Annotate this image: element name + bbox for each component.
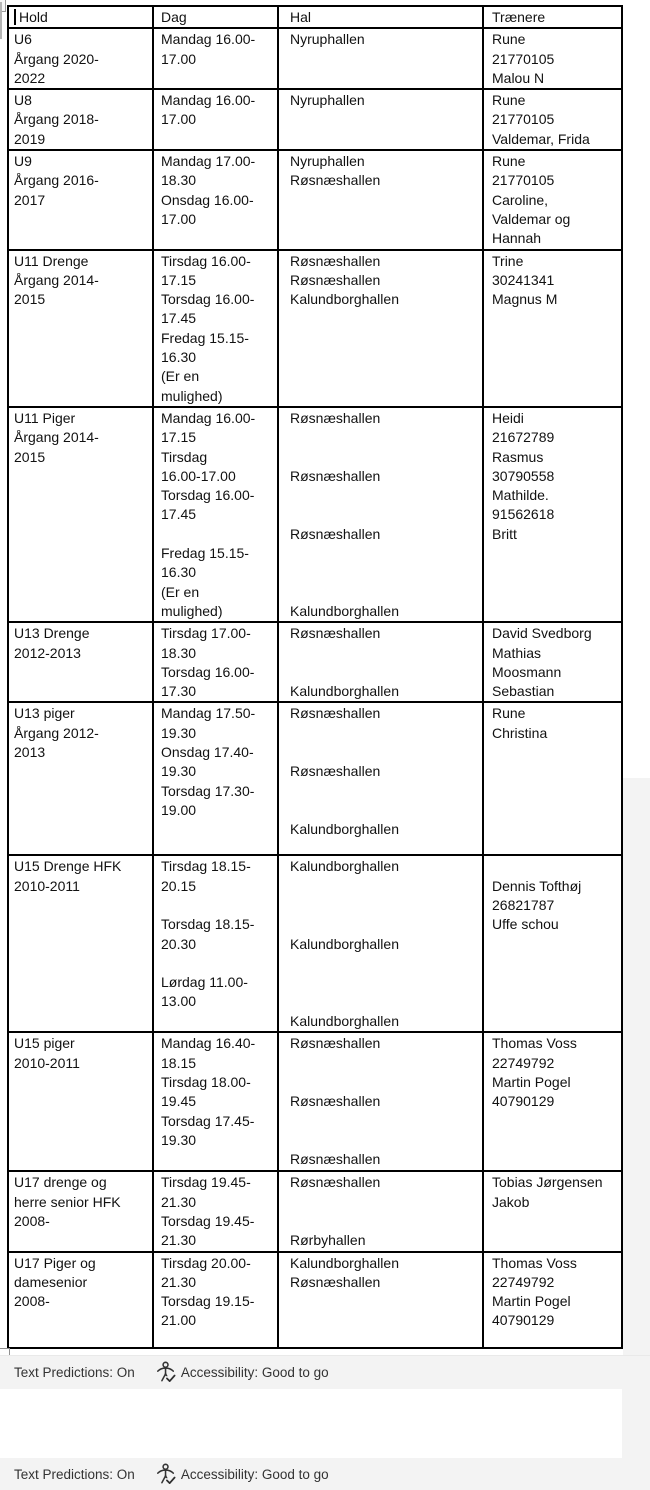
- accessibility-status[interactable]: Accessibility: Good to go: [180, 1365, 329, 1380]
- table-row: U11 Drenge Årgang 2014- 2015 Tirsdag 16.…: [7, 248, 623, 408]
- cell-traenere[interactable]: Tobias Jørgensen Jakob: [482, 1170, 623, 1253]
- cell-dag[interactable]: Mandag 17.50- 19.30 Onsdag 17.40- 19.30 …: [152, 701, 279, 857]
- table-row: U9 Årgang 2016- 2017 Mandag 17.00- 18.30…: [7, 149, 623, 251]
- table-row: U8 Årgang 2018- 2019 Mandag 16.00- 17.00…: [7, 88, 623, 152]
- table-row: U13 Drenge 2012-2013 Tirsdag 17.00- 18.3…: [7, 621, 623, 704]
- cell-traenere[interactable]: Thomas Voss 22749792 Martin Pogel 407901…: [482, 1250, 623, 1349]
- lower-window-region: [0, 1389, 650, 1458]
- text-predictions-status[interactable]: Text Predictions: On: [14, 1365, 135, 1380]
- cell-hold[interactable]: U13 piger Årgang 2012- 2013: [7, 701, 154, 857]
- accessibility-person-check-icon: [156, 1463, 176, 1485]
- status-bar-top: Text Predictions: On Accessibility: Good…: [0, 1355, 650, 1389]
- cell-hold[interactable]: U11 Drenge Årgang 2014- 2015: [7, 248, 154, 408]
- cell-dag[interactable]: Tirsdag 20.00- 21.30 Torsdag 19.15- 21.0…: [152, 1250, 279, 1349]
- table-row: U17 Piger og damesenior 2008- Tirsdag 20…: [7, 1250, 623, 1349]
- cell-hal[interactable]: Kalundborghallen Kalundborghallen Kalund…: [277, 854, 484, 1034]
- column-header-hold[interactable]: Hold: [7, 4, 154, 30]
- cell-hold[interactable]: U9 Årgang 2016- 2017: [7, 149, 154, 251]
- cell-hal[interactable]: Nyruphallen: [277, 88, 484, 152]
- cell-traenere[interactable]: Rune 21770105 Valdemar, Frida: [482, 88, 623, 152]
- table-row: U15 Drenge HFK 2010-2011 Tirsdag 18.15- …: [7, 854, 623, 1034]
- cell-dag[interactable]: Mandag 16.00- 17.15 Tirsdag 16.00-17.00 …: [152, 405, 279, 624]
- cell-hal[interactable]: Røsnæshallen Røsnæshallen Kalundborghall…: [277, 701, 484, 857]
- cell-hal[interactable]: Røsnæshallen Rørbyhallen: [277, 1170, 484, 1253]
- table-row: U15 piger 2010-2011 Mandag 16.40- 18.15 …: [7, 1031, 623, 1173]
- cell-dag[interactable]: Tirsdag 17.00- 18.30 Torsdag 16.00- 17.3…: [152, 621, 279, 704]
- cell-hold[interactable]: U17 Piger og damesenior 2008-: [7, 1250, 154, 1349]
- table-row: U6 Årgang 2020- 2022 Mandag 16.00- 17.00…: [7, 27, 623, 91]
- cell-traenere[interactable]: Heidi 21672789 Rasmus 30790558 Mathilde.…: [482, 405, 623, 624]
- cell-hal[interactable]: Røsnæshallen Røsnæshallen Røsnæshallen: [277, 1031, 484, 1173]
- cell-traenere[interactable]: Rune 21770105 Malou N: [482, 27, 623, 91]
- column-header-hal[interactable]: Hal: [277, 4, 484, 30]
- text-predictions-status[interactable]: Text Predictions: On: [14, 1466, 135, 1482]
- training-schedule-table: Hold Dag Hal Trænere U6 Årgang 2020- 202…: [7, 4, 623, 1349]
- cell-traenere[interactable]: David Svedborg Mathias Moosmann Sebastia…: [482, 621, 623, 704]
- cell-dag[interactable]: Mandag 16.40- 18.15 Tirsdag 18.00- 19.45…: [152, 1031, 279, 1173]
- cell-dag[interactable]: Tirsdag 19.45- 21.30 Torsdag 19.45- 21.3…: [152, 1170, 279, 1253]
- column-header-dag[interactable]: Dag: [152, 4, 279, 30]
- cell-dag[interactable]: Tirsdag 18.15- 20.15 Torsdag 18.15- 20.3…: [152, 854, 279, 1034]
- cell-hold[interactable]: U15 piger 2010-2011: [7, 1031, 154, 1173]
- cell-traenere[interactable]: Trine 30241341 Magnus M: [482, 248, 623, 408]
- cell-hal[interactable]: Nyruphallen: [277, 27, 484, 91]
- window-edge-sliver: [0, 2, 2, 39]
- header-row: Hold Dag Hal Trænere: [7, 4, 623, 30]
- cell-dag[interactable]: Mandag 16.00- 17.00: [152, 27, 279, 91]
- cell-hal[interactable]: Røsnæshallen Kalundborghallen: [277, 621, 484, 704]
- cell-hal[interactable]: Nyruphallen Røsnæshallen: [277, 149, 484, 251]
- column-header-label: Hold: [19, 9, 48, 25]
- cell-hold[interactable]: U6 Årgang 2020- 2022: [7, 27, 154, 91]
- cell-hal[interactable]: Røsnæshallen Røsnæshallen Røsnæshallen K…: [277, 405, 484, 624]
- table-row: U17 drenge og herre senior HFK 2008- Tir…: [7, 1170, 623, 1253]
- accessibility-person-check-icon: [156, 1361, 176, 1384]
- document-page: Hold Dag Hal Trænere U6 Årgang 2020- 202…: [0, 0, 650, 1359]
- cell-traenere[interactable]: Rune 21770105 Caroline, Valdemar og Hann…: [482, 149, 623, 251]
- app-canvas-background: [623, 778, 650, 1355]
- cell-traenere[interactable]: Dennis Tofthøj 26821787 Uffe schou: [482, 854, 623, 1034]
- cell-dag[interactable]: Mandag 17.00- 18.30 Onsdag 16.00- 17.00: [152, 149, 279, 251]
- cell-hal[interactable]: Røsnæshallen Røsnæshallen Kalundborghall…: [277, 248, 484, 408]
- cell-dag[interactable]: Tirsdag 16.00- 17.15 Torsdag 16.00- 17.4…: [152, 248, 279, 408]
- accessibility-status[interactable]: Accessibility: Good to go: [180, 1466, 329, 1482]
- cell-traenere[interactable]: Thomas Voss 22749792 Martin Pogel 407901…: [482, 1031, 623, 1173]
- text-cursor: [14, 9, 16, 25]
- table-row: U13 piger Årgang 2012- 2013 Mandag 17.50…: [7, 701, 623, 857]
- cell-hold[interactable]: U8 Årgang 2018- 2019: [7, 88, 154, 152]
- table-row: U11 Piger Årgang 2014- 2015 Mandag 16.00…: [7, 405, 623, 624]
- column-header-traenere[interactable]: Trænere: [482, 4, 623, 30]
- cell-hold[interactable]: U15 Drenge HFK 2010-2011: [7, 854, 154, 1034]
- cell-hold[interactable]: U17 drenge og herre senior HFK 2008-: [7, 1170, 154, 1253]
- table-move-handle[interactable]: [0, 0, 6, 12]
- cell-hal[interactable]: Kalundborghallen Røsnæshallen: [277, 1250, 484, 1349]
- status-bar-bottom: Text Predictions: On Accessibility: Good…: [0, 1458, 650, 1490]
- cell-hold[interactable]: U13 Drenge 2012-2013: [7, 621, 154, 704]
- cell-hold[interactable]: U11 Piger Årgang 2014- 2015: [7, 405, 154, 624]
- blank-document-page: [0, 1389, 622, 1458]
- cell-dag[interactable]: Mandag 16.00- 17.00: [152, 88, 279, 152]
- cell-traenere[interactable]: Rune Christina: [482, 701, 623, 857]
